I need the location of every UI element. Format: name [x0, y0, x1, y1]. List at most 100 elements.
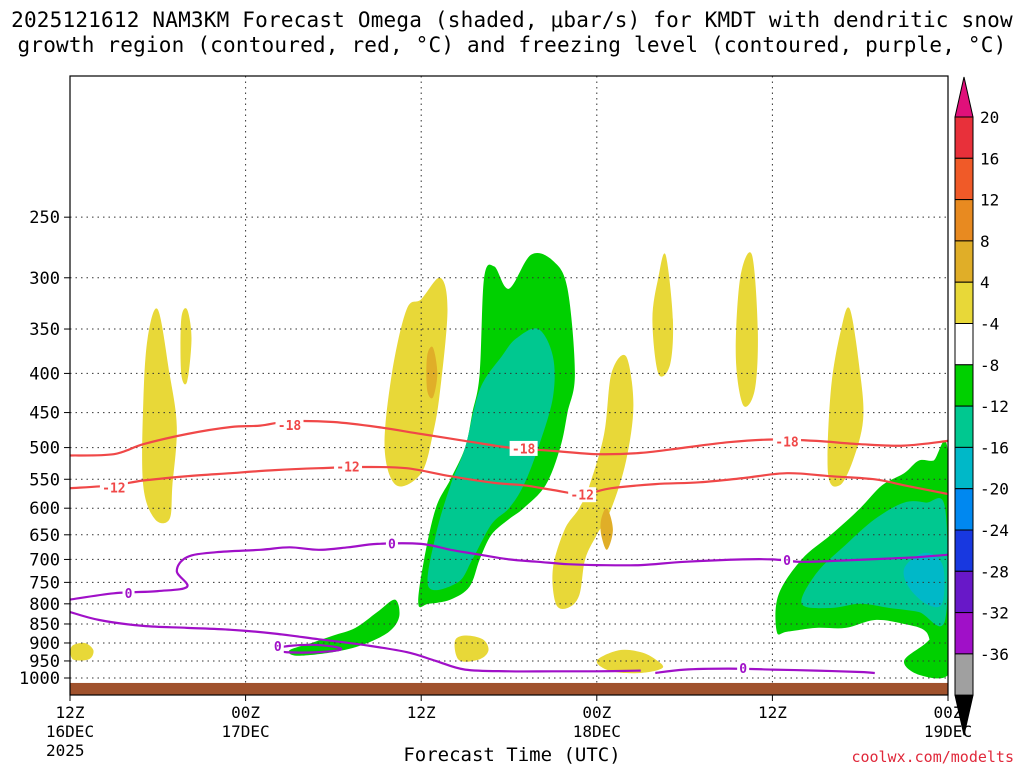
contour--12c-isotherm — [70, 465, 948, 496]
contour-0c-freezing-level-inner-loop- — [274, 643, 343, 654]
omega-region-subsidence-11 — [426, 346, 438, 399]
x-tick-label: 00Z — [582, 703, 611, 722]
x-axis-label: Forecast Time (UTC) — [403, 744, 621, 766]
colorbar-bin — [954, 116, 974, 159]
colorbar-label: -36 — [980, 645, 1009, 664]
omega-region-subsidence-5 — [735, 252, 758, 407]
contour-label-bg — [122, 585, 135, 601]
contour-label: 0 — [739, 662, 747, 677]
y-tick-label: 850 — [29, 615, 60, 635]
contour-label-bg — [271, 638, 284, 654]
omega-region-subsidence-3 — [552, 354, 634, 610]
contour-label-bg — [781, 552, 794, 568]
y-tick-label: 550 — [29, 470, 60, 490]
omega-region-ascent-low-green-1 — [288, 599, 400, 656]
colorbar-bin — [954, 570, 974, 614]
colorbar-label: -24 — [980, 521, 1009, 540]
contour-label: 0 — [388, 537, 396, 552]
chart-title-line-1: 2025121612 NAM3KM Forecast Omega (shaded… — [11, 8, 1013, 32]
y-tick-label: 900 — [29, 634, 60, 654]
x-tick-label: 12Z — [407, 703, 436, 722]
x-tick-label: 19DEC — [924, 722, 972, 741]
y-tick-label: 700 — [29, 550, 60, 570]
contour-label-bg — [509, 440, 538, 456]
colorbar-label: -32 — [980, 604, 1009, 623]
contour-labels: -18 -18 -18 -12 -12 -12 0 0 0 0 0 — [99, 417, 802, 677]
colorbar: 20 16 12 8 4 -4 -8 -12 -16 -20 -24 -28 -32 -36 — [954, 76, 1009, 736]
colorbar-label: 20 — [980, 108, 999, 127]
omega-region-subsidence-10 — [180, 308, 192, 385]
y-axis: 2503003504004505005506006507007508008509… — [19, 208, 70, 689]
contour-label: -18 — [278, 419, 302, 434]
omega-shaded-regions — [70, 252, 948, 679]
omega-region-subsidence-2 — [384, 277, 448, 487]
x-tick-label: 16DEC — [46, 722, 94, 741]
y-tick-label: 750 — [29, 573, 60, 593]
x-tick-label: 00Z — [934, 703, 963, 722]
y-tick-label: 300 — [29, 269, 60, 289]
colorbar-label: -16 — [980, 438, 1009, 457]
x-tick-label: 2025 — [46, 741, 85, 760]
colorbar-bin — [954, 199, 974, 242]
colorbar-label: -28 — [980, 562, 1009, 581]
omega-region-ascent-late-teal — [801, 498, 948, 627]
contour-label: -12 — [570, 489, 593, 504]
contour-label: 0 — [783, 554, 791, 569]
contour-label: -12 — [102, 482, 125, 497]
contour-label-bg — [99, 480, 128, 496]
x-tick-label: 12Z — [56, 703, 85, 722]
contour-label-bg — [568, 487, 597, 503]
y-tick-label: 800 — [29, 595, 60, 615]
omega-region-subsidence-7 — [596, 649, 664, 674]
y-tick-label: 350 — [29, 320, 60, 340]
contour-label-bg — [737, 660, 750, 676]
omega-region-ascent-late-blue — [903, 552, 945, 608]
y-tick-label: 650 — [29, 526, 60, 546]
y-tick-label: 500 — [29, 439, 60, 459]
omega-region-ascent-main-teal — [427, 328, 555, 591]
x-tick-label: 18DEC — [573, 722, 621, 741]
x-tick-label: 00Z — [231, 703, 260, 722]
colorbar-bin — [954, 323, 974, 366]
contour-label-bg — [385, 535, 398, 551]
colorbar-top-arrow — [954, 76, 974, 118]
colorbar-label: 8 — [980, 232, 990, 251]
colorbar-label: 16 — [980, 149, 999, 168]
x-tick-label: 12Z — [758, 703, 787, 722]
colorbar-bin — [954, 446, 974, 490]
contour-label: -18 — [775, 436, 799, 451]
omega-region-subsidence-1 — [142, 308, 177, 524]
omega-region-subsidence-12 — [600, 507, 613, 550]
colorbar-bin — [954, 612, 974, 655]
colorbar-label: -4 — [980, 315, 999, 334]
contour-label: 0 — [125, 587, 133, 602]
contour-label-bg — [334, 458, 363, 474]
contour-0c-freezing-level-lower- — [70, 610, 641, 673]
x-tick-label: 17DEC — [222, 722, 270, 741]
omega-region-subsidence-8 — [454, 635, 489, 662]
contour-label-bg — [275, 417, 304, 433]
colorbar-bin — [954, 488, 974, 531]
colorbar-bin — [954, 240, 974, 283]
y-tick-label: 1000 — [19, 669, 60, 689]
contour-label: -18 — [512, 442, 536, 457]
colorbar-label: 12 — [980, 191, 999, 210]
omega-region-ascent-low-green-2 — [904, 626, 948, 679]
contour-0c-freezing-level-surface-loop- — [655, 667, 875, 675]
y-tick-label: 600 — [29, 499, 60, 519]
colorbar-bin — [954, 157, 974, 201]
contour-label: -12 — [336, 460, 359, 475]
y-tick-label: 400 — [29, 364, 60, 384]
colorbar-bin — [954, 364, 974, 407]
contour-label: 0 — [274, 640, 282, 655]
colorbar-label: -8 — [980, 356, 999, 375]
terrain-band — [70, 682, 948, 695]
chart-title-line-2: growth region (contoured, red, °C) and f… — [17, 33, 1007, 57]
colorbar-label: 4 — [980, 273, 990, 292]
contour-label-bg — [773, 434, 802, 450]
plot-frame — [69, 75, 949, 696]
colorbar-label: -20 — [980, 480, 1009, 499]
colorbar-bin — [954, 653, 974, 696]
